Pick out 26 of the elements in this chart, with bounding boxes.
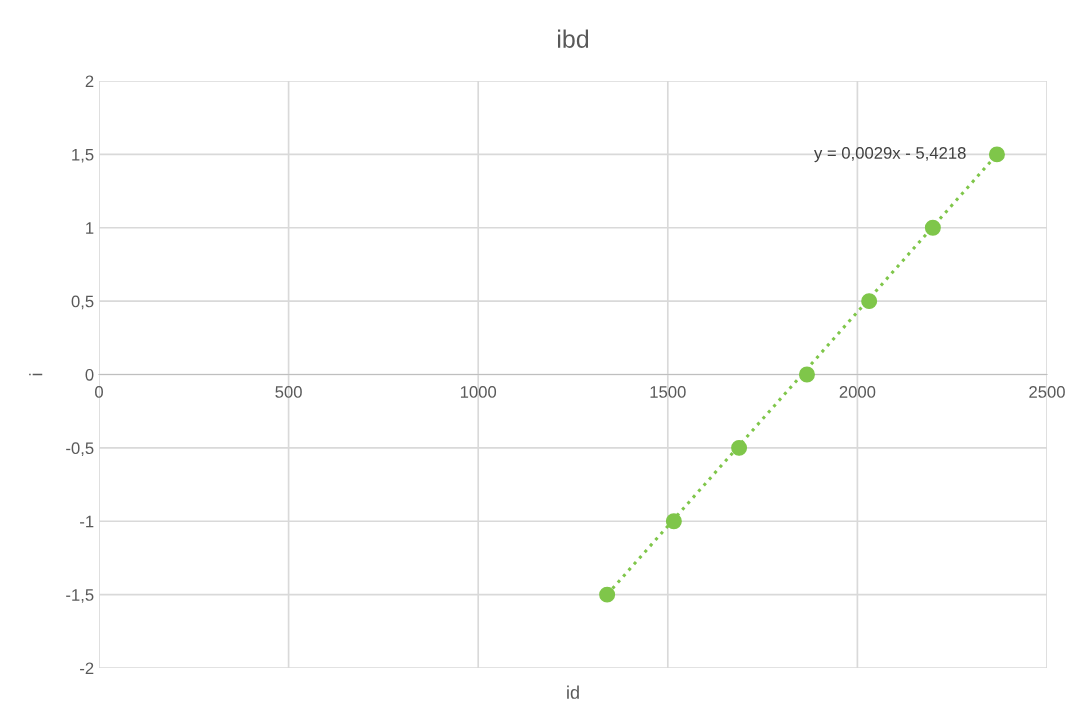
- y-tick-label: -1: [80, 515, 94, 528]
- chart-title: ibd: [557, 29, 589, 48]
- point: [665, 513, 682, 530]
- y-tick-label: 2: [85, 75, 94, 88]
- x-tick-label: 2000: [839, 386, 876, 398]
- point: [599, 586, 616, 603]
- point: [924, 219, 941, 236]
- y-tick-label: -2: [80, 662, 94, 675]
- y-tick-label: 0: [85, 368, 94, 381]
- x-tick-label: 1000: [460, 386, 497, 398]
- y-tick-label: -1,5: [66, 589, 94, 603]
- y-tick-label: 0,5: [71, 295, 94, 310]
- x-tick-label: 0: [95, 386, 103, 398]
- y-tick-label: -0,5: [66, 442, 94, 457]
- annotation: y = 0,0029x - 5,4218: [814, 147, 966, 163]
- y-tick-label: 1,5: [72, 148, 94, 163]
- y-tick-label: 1: [86, 222, 94, 234]
- x-tick-label: 2500: [1029, 386, 1065, 398]
- x-axis-title: id: [567, 685, 579, 699]
- x-tick-label: 500: [275, 386, 302, 398]
- x-tick-label: 1500: [650, 386, 686, 398]
- y-axis-title: i: [29, 373, 43, 376]
- point: [861, 293, 878, 310]
- point: [798, 366, 815, 383]
- point: [988, 146, 1005, 163]
- point: [731, 439, 748, 456]
